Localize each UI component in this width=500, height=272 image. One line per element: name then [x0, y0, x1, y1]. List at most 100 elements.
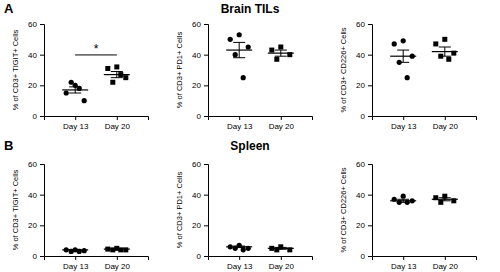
tick-label: Day 13: [391, 262, 417, 271]
tick-label: Day 13: [391, 122, 417, 131]
significance-label: *: [94, 42, 99, 56]
chart: 0204060Day 13Day 20% of CD3+ PD1+ Cells: [175, 20, 313, 131]
error-bar: [397, 50, 409, 62]
x-axis: Day 13Day 20: [373, 256, 477, 271]
tick-label: Day 20: [105, 262, 131, 271]
y-axis: 0204060: [356, 160, 372, 261]
tick-label: 0: [33, 112, 38, 121]
tick-mark: [368, 85, 372, 86]
tick-mark: [204, 116, 208, 117]
chart: 0204060Day 13Day 20% of CD3+ CD226+ Cell…: [339, 20, 477, 131]
tick-mark: [40, 85, 44, 86]
tick-label: 60: [192, 20, 201, 29]
x-axis: Day 13 Day 20: [373, 116, 477, 131]
tick: 0: [33, 112, 44, 121]
tick: 40: [28, 51, 44, 60]
plot-area: [226, 243, 294, 253]
error-cap: [111, 71, 123, 72]
tick-label: 0: [361, 112, 366, 121]
tick: 60: [28, 20, 44, 29]
tick-mark: [75, 116, 76, 120]
error-cap: [397, 202, 409, 203]
error-cap: [233, 57, 245, 58]
error-stem: [75, 87, 76, 93]
error-cap: [275, 50, 287, 51]
mean-line: [390, 200, 416, 201]
tick-mark: [368, 195, 372, 196]
tick-mark: [368, 116, 372, 117]
point: [278, 45, 283, 50]
tick-mark: [204, 55, 208, 56]
panel-label: B: [4, 138, 13, 153]
x-axis: Day 13 Day 20: [45, 116, 149, 131]
tick-label: Day 20: [105, 122, 131, 131]
y-axis: 0204060: [356, 20, 372, 121]
error-stem: [280, 50, 281, 56]
tick: 40: [356, 51, 372, 60]
tick-mark: [40, 256, 44, 257]
tick: 40: [356, 191, 372, 200]
y-axis: 0204060: [192, 160, 208, 261]
point: [228, 37, 233, 42]
tick-mark: [445, 256, 446, 260]
tick-label: 40: [356, 51, 365, 60]
x-axis: Day 13 Day 20: [209, 116, 313, 131]
error-bar: [275, 50, 287, 56]
point: [69, 80, 74, 85]
tick: 20: [356, 221, 372, 230]
tick-label: 20: [192, 81, 201, 90]
mean-line: [62, 249, 88, 250]
tick-mark: [403, 116, 404, 120]
tick-label: 60: [28, 160, 37, 169]
y-axis-title: % of CD3+ CD226+ Cells: [339, 27, 348, 112]
point: [110, 80, 115, 85]
tick-label: Day 13: [63, 262, 89, 271]
point: [405, 75, 410, 80]
tick: 40: [192, 51, 208, 60]
tick-mark: [40, 24, 44, 25]
mean-line: [268, 248, 294, 249]
axis-line: [40, 165, 45, 257]
error-cap: [439, 56, 451, 57]
error-bar: [397, 199, 409, 202]
chart: 0204060Day 13Day 20% of CD3+ CD226+ Cell…: [339, 160, 477, 271]
axis-line: [373, 257, 477, 261]
tick: Day 20: [269, 256, 295, 271]
tick: 60: [192, 160, 208, 169]
tick: Day 20: [269, 116, 295, 131]
chart: 0204060Day 13Day 20% of CD3+ TIGIT+ Cell…: [11, 20, 149, 131]
point: [237, 32, 242, 37]
tick-mark: [40, 225, 44, 226]
error-bar: [111, 72, 123, 78]
point: [123, 75, 128, 80]
error-cap: [233, 246, 245, 247]
tick: Day 13: [391, 116, 417, 131]
tick: 20: [192, 81, 208, 90]
error-cap: [111, 77, 123, 78]
error-cap: [69, 250, 81, 251]
error-stem: [116, 72, 117, 78]
tick-mark: [403, 256, 404, 260]
point: [274, 57, 279, 62]
error-stem: [444, 47, 445, 56]
tick: Day 13: [391, 256, 417, 271]
tick: Day 13: [227, 116, 253, 131]
tick: 60: [28, 160, 44, 169]
error-cap: [233, 247, 245, 248]
point: [233, 52, 238, 57]
tick: Day 13: [63, 116, 89, 131]
tick-label: Day 13: [227, 262, 253, 271]
point: [105, 66, 110, 71]
tick-label: 20: [192, 221, 201, 230]
error-cap: [69, 249, 81, 250]
tick: Day 20: [433, 116, 459, 131]
tick-label: 40: [28, 191, 37, 200]
error-cap: [69, 93, 81, 94]
chart: 0204060Day 13Day 20% of CD3+ TIGIT+ Cell…: [11, 160, 149, 271]
point: [64, 90, 69, 95]
error-bar: [69, 87, 81, 93]
plot-area: [62, 246, 130, 254]
tick-mark: [239, 256, 240, 260]
tick-label: Day 13: [63, 122, 89, 131]
point: [401, 194, 406, 199]
